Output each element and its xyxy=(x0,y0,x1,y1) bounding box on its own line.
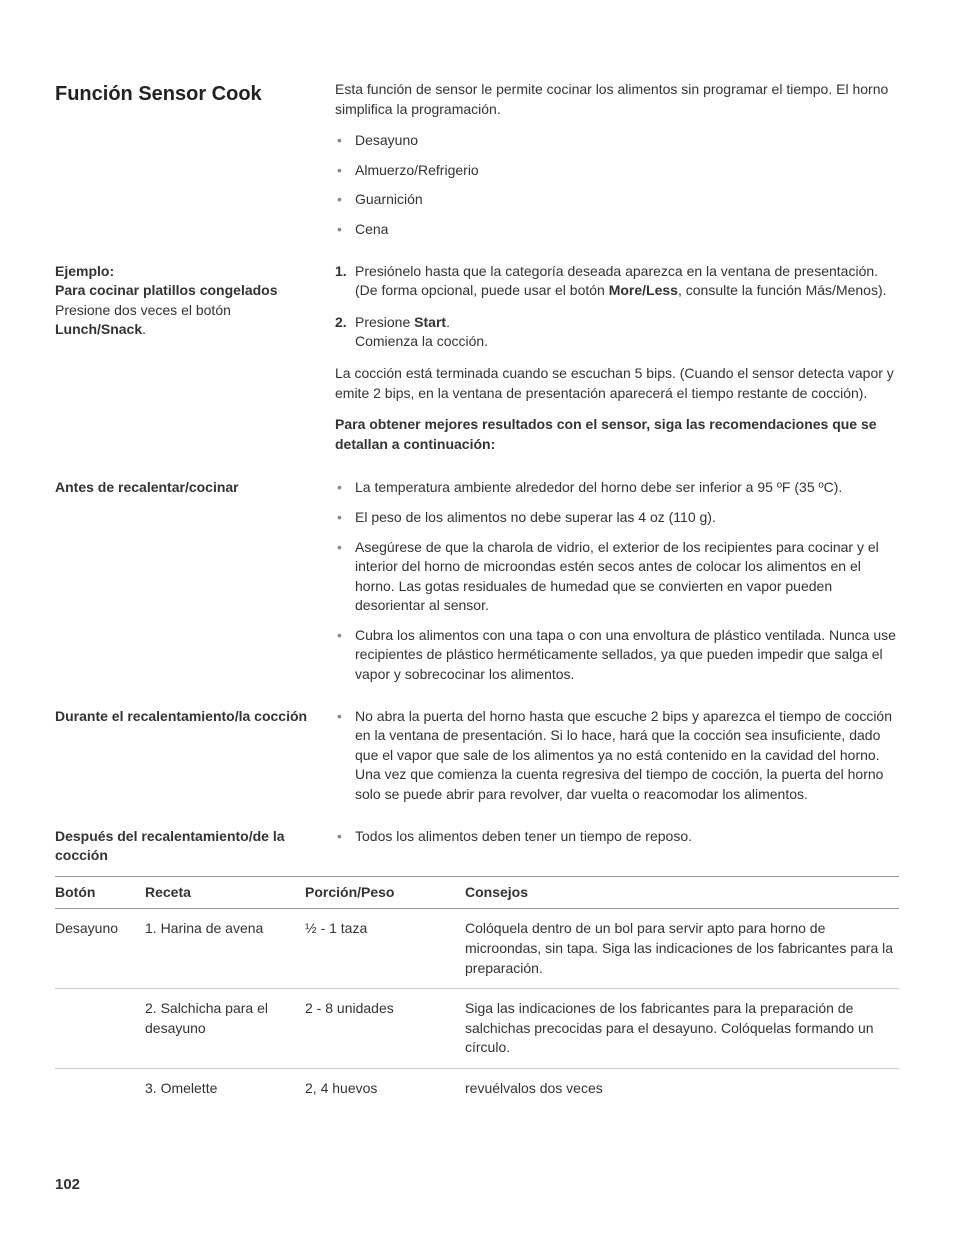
recipe-table: Botón Receta Porción/Peso Consejos Desay… xyxy=(55,876,899,1109)
steps-list: 1. Presiónelo hasta que la categoría des… xyxy=(335,262,899,352)
category-item: Guarnición xyxy=(335,190,899,210)
step1-b-pre: (De forma opcional, puede usar el botón xyxy=(355,282,609,298)
table-row: 3. Omelette 2, 4 huevos revuélvalos dos … xyxy=(55,1069,899,1109)
example-label: Ejemplo: xyxy=(55,262,315,282)
step1-b-post: , consulte la función Más/Menos). xyxy=(678,282,887,298)
th-boton: Botón xyxy=(55,883,145,903)
example-line2-post: . xyxy=(142,321,146,337)
after-list: Todos los alimentos deben tener un tiemp… xyxy=(335,827,899,847)
before-item: Cubra los alimentos con una tapa o con u… xyxy=(335,626,899,685)
td-consejos: Siga las indicaciones de los fabricantes… xyxy=(465,999,899,1058)
before-list: La temperatura ambiente alrededor del ho… xyxy=(335,478,899,684)
during-list: No abra la puerta del horno hasta que es… xyxy=(335,707,899,805)
td-porcion: 2 - 8 unidades xyxy=(305,999,465,1019)
td-boton: Desayuno xyxy=(55,919,145,939)
category-item: Almuerzo/Refrigerio xyxy=(335,161,899,181)
td-receta: 3. Omelette xyxy=(145,1079,305,1099)
intro-text: Esta función de sensor le permite cocina… xyxy=(335,80,899,119)
example-row: Ejemplo: Para cocinar platillos congelad… xyxy=(55,262,899,467)
td-porcion: 2, 4 huevos xyxy=(305,1079,465,1099)
step-2: 2. Presione Start. Comienza la cocción. xyxy=(335,313,899,352)
before-item: Asegúrese de que la charola de vidrio, e… xyxy=(335,538,899,616)
after-item: Todos los alimentos deben tener un tiemp… xyxy=(335,827,899,847)
before-item: El peso de los alimentos no debe superar… xyxy=(335,508,899,528)
after-steps-text: La cocción está terminada cuando se escu… xyxy=(335,364,899,403)
page-number: 102 xyxy=(55,1174,80,1195)
td-porcion: ½ - 1 taza xyxy=(305,919,465,939)
bold-note: Para obtener mejores resultados con el s… xyxy=(335,415,899,454)
before-row: Antes de recalentar/cocinar La temperatu… xyxy=(55,478,899,694)
before-item: La temperatura ambiente alrededor del ho… xyxy=(335,478,899,498)
table-row: 2. Salchicha para el desayuno 2 - 8 unid… xyxy=(55,989,899,1069)
category-item: Cena xyxy=(335,220,899,240)
td-consejos: revuélvalos dos veces xyxy=(465,1079,899,1099)
example-line2: Presione dos veces el botón Lunch/Snack. xyxy=(55,301,315,340)
step2-a-bold: Start xyxy=(414,314,446,330)
during-row: Durante el recalentamiento/la cocción No… xyxy=(55,707,899,815)
step-num: 2. xyxy=(335,313,347,333)
category-list: Desayuno Almuerzo/Refrigerio Guarnición … xyxy=(335,131,899,239)
th-porcion: Porción/Peso xyxy=(305,883,465,903)
td-receta: 2. Salchicha para el desayuno xyxy=(145,999,305,1038)
step2-a-post: . xyxy=(446,314,450,330)
header-row: Función Sensor Cook Esta función de sens… xyxy=(55,80,899,250)
step-1: 1. Presiónelo hasta que la categoría des… xyxy=(335,262,899,301)
after-heading: Después del recalentamiento/de la cocció… xyxy=(55,827,315,866)
section-title: Función Sensor Cook xyxy=(55,80,315,108)
category-item: Desayuno xyxy=(335,131,899,151)
after-row: Después del recalentamiento/de la cocció… xyxy=(55,827,899,866)
example-line1: Para cocinar platillos congelados xyxy=(55,281,315,301)
table-row: Desayuno 1. Harina de avena ½ - 1 taza C… xyxy=(55,909,899,989)
step2-b: Comienza la cocción. xyxy=(355,333,488,349)
step-num: 1. xyxy=(335,262,347,282)
step2-a-pre: Presione xyxy=(355,314,414,330)
during-item: No abra la puerta del horno hasta que es… xyxy=(335,707,899,805)
example-line2-bold: Lunch/Snack xyxy=(55,321,142,337)
td-consejos: Colóquela dentro de un bol para servir a… xyxy=(465,919,899,978)
table-header: Botón Receta Porción/Peso Consejos xyxy=(55,876,899,910)
before-heading: Antes de recalentar/cocinar xyxy=(55,478,315,498)
step1-b-bold: More/Less xyxy=(609,282,678,298)
th-consejos: Consejos xyxy=(465,883,899,903)
th-receta: Receta xyxy=(145,883,305,903)
during-heading: Durante el recalentamiento/la cocción xyxy=(55,707,315,727)
td-receta: 1. Harina de avena xyxy=(145,919,305,939)
step1-a: Presiónelo hasta que la categoría desead… xyxy=(355,263,878,279)
example-line2-pre: Presione dos veces el botón xyxy=(55,302,231,318)
